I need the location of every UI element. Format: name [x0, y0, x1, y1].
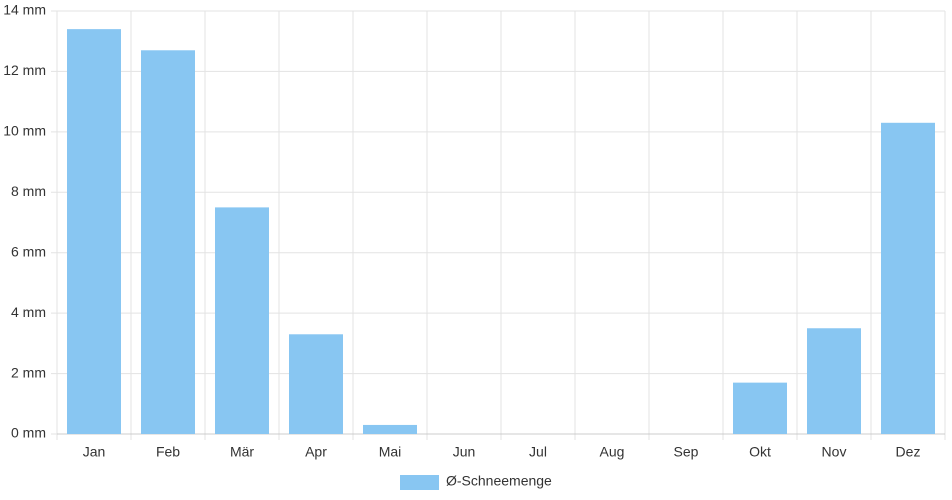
x-tick-label: Okt: [749, 444, 771, 460]
y-tick-label: 14 mm: [3, 2, 46, 18]
x-tick-label: Dez: [896, 444, 921, 460]
bar: [363, 424, 417, 434]
y-tick-label: 4 mm: [11, 304, 46, 320]
x-tick-label: Jul: [529, 444, 547, 460]
x-tick-label: Jan: [83, 444, 106, 460]
y-tick-label: 2 mm: [11, 364, 46, 380]
x-tick-label: Feb: [156, 444, 180, 460]
y-tick-label: 8 mm: [11, 183, 46, 199]
bar: [141, 50, 195, 435]
x-tick-label: Aug: [600, 444, 625, 460]
x-tick-label: Mai: [379, 444, 402, 460]
x-tick-label: Mär: [230, 444, 254, 460]
bar: [733, 382, 787, 434]
bar: [807, 328, 861, 434]
y-tick-label: 6 mm: [11, 243, 46, 259]
y-tick-label: 12 mm: [3, 62, 46, 78]
bar: [215, 207, 269, 434]
y-tick-label: 0 mm: [11, 425, 46, 441]
legend-swatch: [400, 475, 439, 490]
x-tick-label: Apr: [305, 444, 327, 460]
x-tick-label: Nov: [822, 444, 847, 460]
x-tick-label: Sep: [674, 444, 699, 460]
bar: [881, 122, 935, 435]
y-tick-label: 10 mm: [3, 123, 46, 139]
bar: [289, 334, 343, 434]
legend-label: Ø-Schneemenge: [446, 473, 552, 489]
x-tick-label: Jun: [453, 444, 476, 460]
bar: [67, 29, 121, 434]
